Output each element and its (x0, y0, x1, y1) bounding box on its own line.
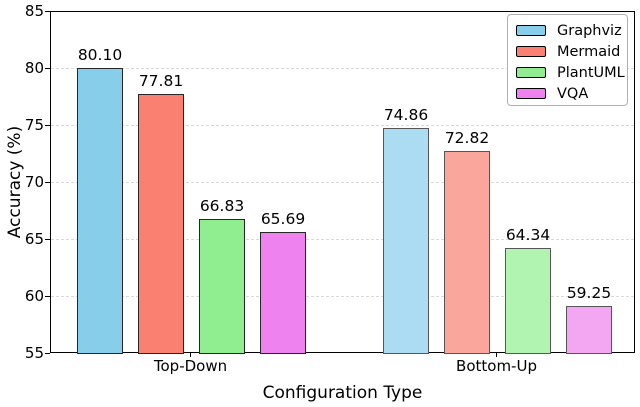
legend-label-mermaid: Mermaid (557, 43, 621, 60)
x-tick-mark (496, 353, 498, 357)
legend-label-vqa: VQA (557, 85, 589, 102)
gridline-75 (51, 125, 634, 126)
bar-value-mermaid-top-down: 77.81 (138, 71, 184, 90)
bar-vqa-top-down (260, 232, 306, 354)
y-tick-mark (45, 238, 50, 240)
legend-swatch-vqa (516, 88, 546, 99)
bar-value-vqa-bottom-up: 59.25 (566, 283, 612, 302)
bar-value-graphviz-bottom-up: 74.86 (383, 105, 429, 124)
y-tick-mark (45, 124, 50, 126)
legend-item-plantuml: PlantUML (516, 62, 627, 83)
bar-graphviz-top-down (77, 67, 123, 354)
bar-value-graphviz-top-down: 80.10 (77, 45, 123, 64)
legend: Graphviz Mermaid PlantUML VQA (507, 14, 628, 106)
bar-graphviz-bottom-up (383, 127, 429, 354)
legend-swatch-plantuml (516, 67, 546, 78)
gridline-80 (51, 68, 634, 69)
bar-plantuml-bottom-up (505, 247, 551, 354)
y-tick-mark (45, 10, 50, 12)
legend-label-graphviz: Graphviz (557, 22, 622, 39)
gridline-60 (51, 296, 634, 297)
bar-plantuml-top-down (199, 219, 245, 354)
bar-value-plantuml-bottom-up: 64.34 (505, 225, 551, 244)
gridline-65 (51, 239, 634, 240)
legend-swatch-mermaid (516, 46, 546, 57)
y-tick-label: 80 (24, 59, 44, 77)
bar-value-mermaid-bottom-up: 72.82 (444, 128, 490, 147)
y-tick-mark (45, 67, 50, 69)
legend-item-mermaid: Mermaid (516, 41, 627, 62)
y-tick-label: 55 (24, 344, 44, 362)
x-axis-label: Configuration Type (262, 383, 423, 403)
legend-swatch-graphviz (516, 25, 546, 36)
y-tick-label: 65 (24, 230, 44, 248)
x-tick-label-top-down: Top-Down (153, 357, 228, 375)
bar-value-plantuml-top-down: 66.83 (199, 197, 245, 216)
bar-mermaid-bottom-up (444, 150, 490, 354)
bar-vqa-bottom-up (566, 305, 612, 354)
y-tick-label: 60 (24, 287, 44, 305)
y-tick-label: 75 (24, 116, 44, 134)
x-tick-label-bottom-up: Bottom-Up (456, 357, 537, 375)
gridline-70 (51, 182, 634, 183)
y-tick-mark (45, 352, 50, 354)
legend-item-graphviz: Graphviz (516, 20, 627, 41)
x-tick-mark (190, 353, 192, 357)
y-tick-mark (45, 295, 50, 297)
y-tick-mark (45, 181, 50, 183)
y-tick-label: 85 (24, 2, 44, 20)
legend-label-plantuml: PlantUML (557, 64, 625, 81)
bar-value-vqa-top-down: 65.69 (260, 210, 306, 229)
bar-mermaid-top-down (138, 93, 184, 354)
legend-item-vqa: VQA (516, 83, 627, 104)
y-tick-label: 70 (24, 173, 44, 191)
